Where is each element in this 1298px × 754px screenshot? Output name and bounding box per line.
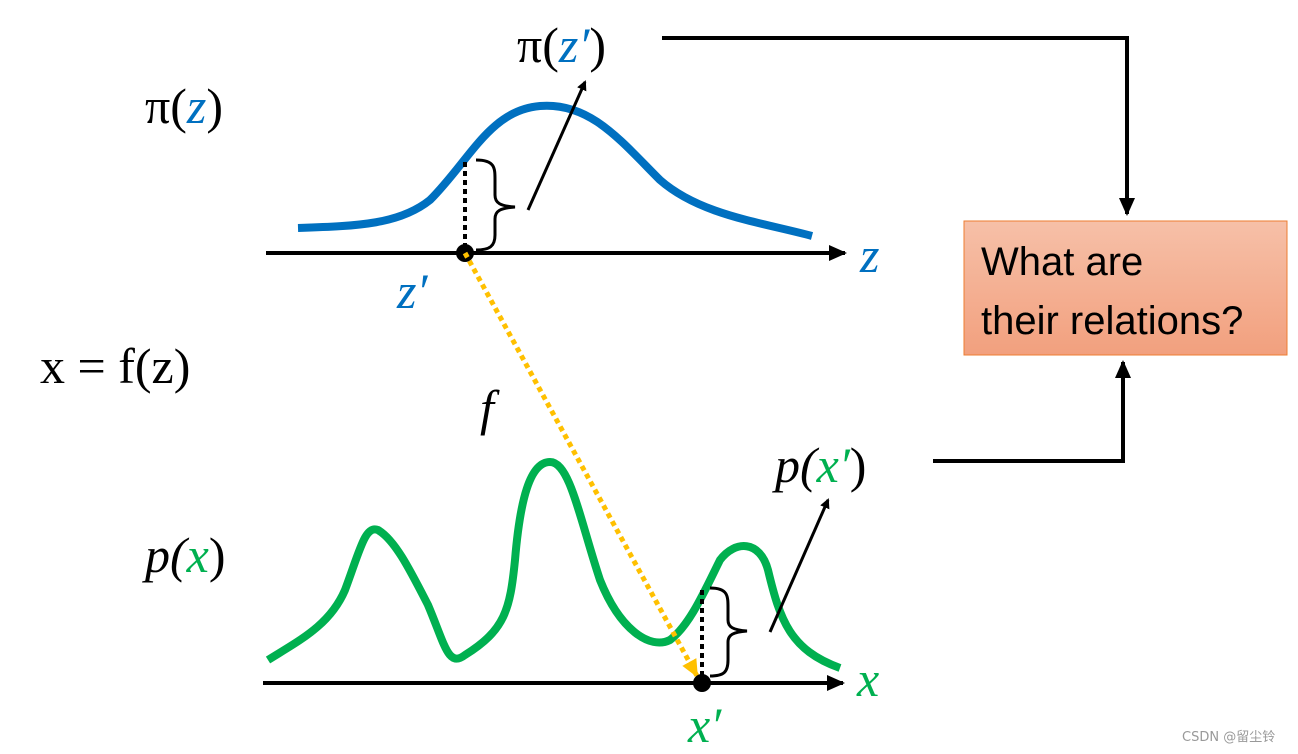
question-box (963, 220, 1288, 356)
connector (662, 36, 1135, 216)
label-part: ) (209, 527, 226, 583)
density-label: p(x′) (772, 437, 866, 493)
point-label: z′ (396, 263, 428, 319)
label-var: x′ (816, 437, 851, 493)
data-curve (265, 457, 842, 672)
label-part: ) (850, 437, 867, 493)
density-label: p(x) (142, 527, 226, 583)
label-part: π( (145, 78, 187, 134)
mapping-label: f (480, 380, 500, 436)
label-part: ) (206, 78, 223, 134)
density-label: π(z) (145, 78, 223, 134)
label-part: p( (772, 437, 820, 493)
brace (475, 158, 516, 252)
label-var: x (186, 527, 209, 583)
label-var: z′ (558, 17, 590, 73)
question-text: their relations? (981, 299, 1243, 343)
pointer-arrow (526, 80, 587, 211)
axis-label: x (856, 651, 879, 707)
label-part: p( (142, 527, 190, 583)
point (693, 674, 711, 692)
question-text: What are (981, 240, 1143, 284)
watermark: CSDN @留尘铃 (1182, 730, 1275, 745)
connector (933, 360, 1131, 463)
label-part: π( (517, 17, 559, 73)
point-label: x′ (687, 697, 722, 753)
pointer-arrow (768, 498, 830, 633)
density-label: π(z′) (517, 17, 606, 73)
brace (709, 586, 748, 678)
axis-label: z (859, 227, 879, 283)
mapping-arrow (462, 251, 700, 678)
label-var: z (186, 78, 206, 134)
label-part: ) (589, 17, 606, 73)
prior-curve (297, 101, 814, 240)
equation: x = f(z) (40, 338, 190, 394)
